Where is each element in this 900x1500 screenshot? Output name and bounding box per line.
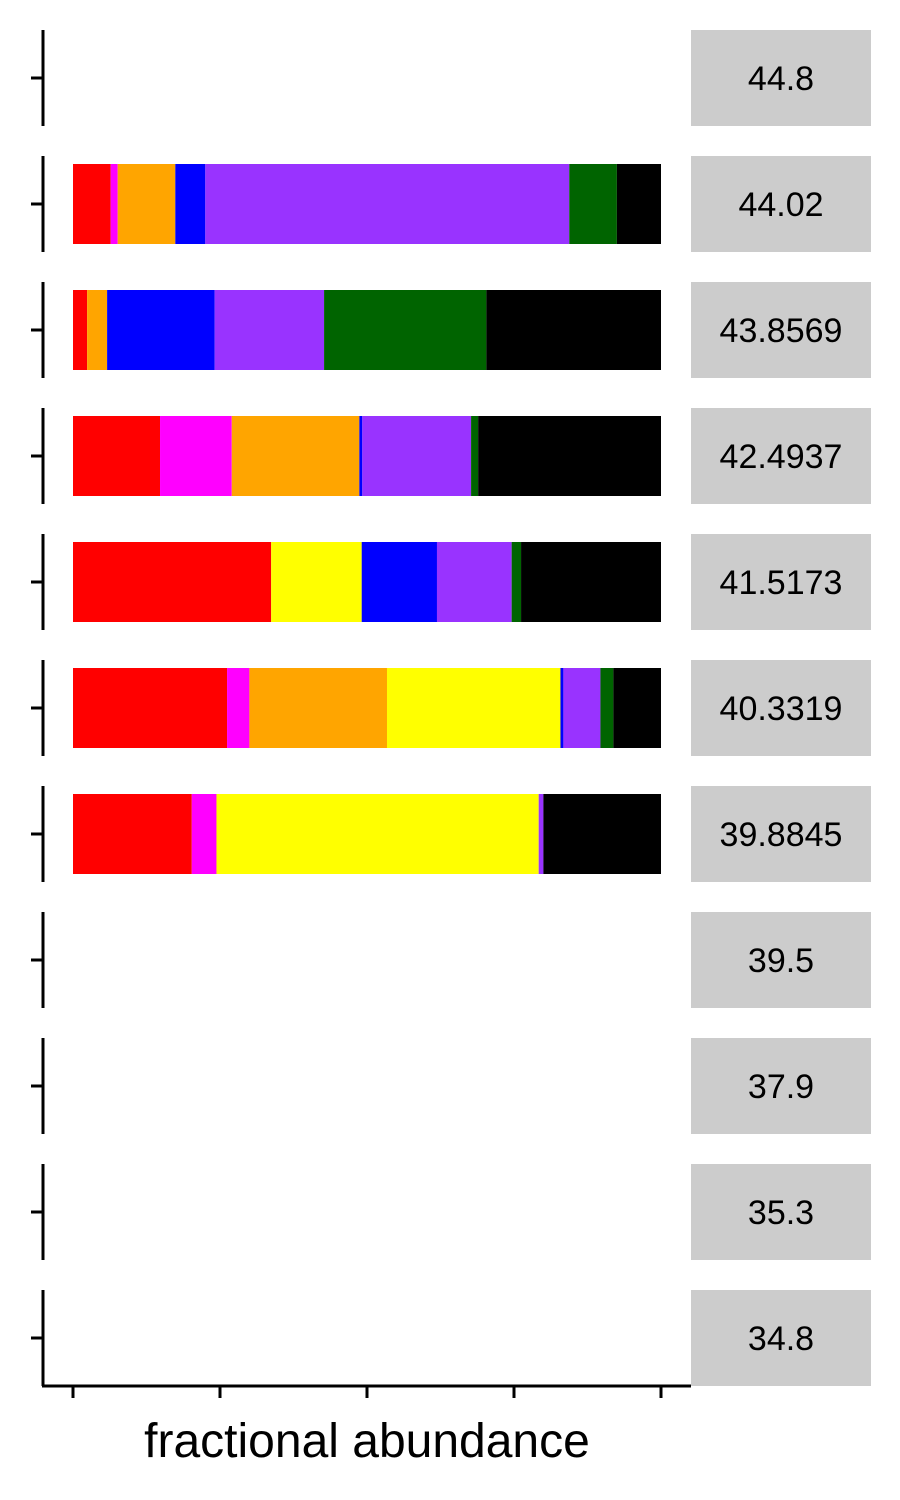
bar-segment xyxy=(87,290,108,370)
bar-segment xyxy=(361,542,437,622)
facet-strip xyxy=(691,1038,871,1134)
facet-strip xyxy=(691,156,871,252)
bar-segment xyxy=(613,668,661,748)
bars xyxy=(73,164,661,874)
bar-segment xyxy=(73,668,228,748)
facet-strip xyxy=(691,912,871,1008)
facet-strip xyxy=(691,534,871,630)
facet-label: 39.8845 xyxy=(720,816,843,854)
facet-label: 44.02 xyxy=(738,186,823,224)
facet-label: 42.4937 xyxy=(720,438,843,476)
axes xyxy=(31,30,691,1398)
facet-label: 34.8 xyxy=(748,1320,814,1358)
bar-segment xyxy=(471,416,479,496)
bar-segment xyxy=(543,794,661,874)
facet-strip xyxy=(691,1164,871,1260)
bar-segment xyxy=(73,542,272,622)
bar-segment xyxy=(359,416,363,496)
facet-label: 37.9 xyxy=(748,1068,814,1106)
facet-label: 41.5173 xyxy=(720,564,843,602)
facet-label: 40.3319 xyxy=(720,690,843,728)
facet-strip xyxy=(691,30,871,126)
bar-segment xyxy=(386,668,561,748)
facet-strip xyxy=(691,786,871,882)
facet-strip xyxy=(691,1290,871,1386)
bar-segment xyxy=(616,164,661,244)
bar-segment xyxy=(117,164,176,244)
facet-label: 39.5 xyxy=(748,942,814,980)
bar-segment xyxy=(191,794,217,874)
facet-strip xyxy=(691,282,871,378)
bar-segment xyxy=(73,794,192,874)
bar-segment xyxy=(231,416,360,496)
facet-strip xyxy=(691,408,871,504)
bar-segment xyxy=(73,164,111,244)
bar-segment xyxy=(249,668,387,748)
facet-label: 35.3 xyxy=(748,1194,814,1232)
bar-segment xyxy=(569,164,617,244)
bar-segment xyxy=(271,542,362,622)
bar-segment xyxy=(538,794,544,874)
bar-segment xyxy=(521,542,661,622)
bar-segment xyxy=(160,416,232,496)
bar-segment xyxy=(216,794,539,874)
bar-segment xyxy=(73,416,161,496)
facet-label: 44.8 xyxy=(748,60,814,98)
bar-segment xyxy=(73,290,88,370)
facet-label: 43.8569 xyxy=(720,312,843,350)
bar-segment xyxy=(205,164,570,244)
bar-segment xyxy=(107,290,215,370)
x-axis-title: fractional abundance xyxy=(144,1415,590,1468)
bar-segment xyxy=(436,542,512,622)
bar-segment xyxy=(511,542,522,622)
bar-segment xyxy=(486,290,661,370)
facet-strip xyxy=(691,660,871,756)
bar-segment xyxy=(227,668,250,748)
bar-segment xyxy=(478,416,661,496)
bar-segment xyxy=(362,416,472,496)
bar-segment xyxy=(214,290,325,370)
bar-segment xyxy=(560,668,564,748)
bar-segment xyxy=(175,164,206,244)
bar-segment xyxy=(324,290,487,370)
facet-strips: 44.8 44.02 43.8569 42.4937 41.5173 40.3319 39.… xyxy=(691,30,871,1386)
bar-segment xyxy=(600,668,614,748)
bar-segment xyxy=(110,164,118,244)
bar-segment xyxy=(563,668,601,748)
